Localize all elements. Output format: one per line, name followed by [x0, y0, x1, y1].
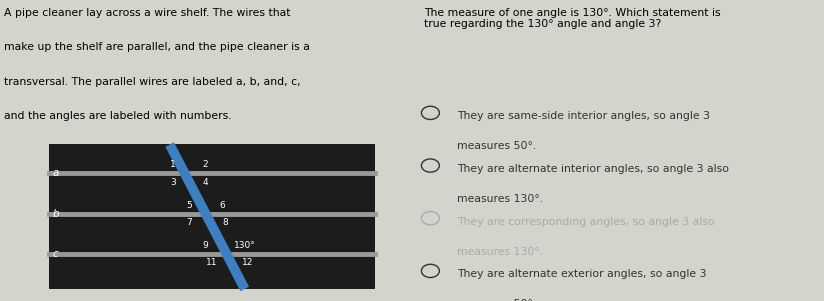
Text: A pipe cleaner lay across a wire shelf. The wires that: A pipe cleaner lay across a wire shelf. …	[4, 8, 291, 17]
Text: 9: 9	[203, 241, 208, 250]
Text: 4: 4	[203, 178, 208, 187]
Text: 3: 3	[170, 178, 176, 187]
Text: 1: 1	[170, 160, 176, 169]
Text: 2: 2	[203, 160, 208, 169]
Text: b: b	[52, 209, 59, 219]
Text: and the angles are labeled with numbers.: and the angles are labeled with numbers.	[4, 111, 232, 121]
Text: measures 130°.: measures 130°.	[456, 247, 543, 257]
Text: They are corresponding angles, so angle 3 also: They are corresponding angles, so angle …	[456, 217, 714, 227]
Text: transversal. The parallel wires are labeled a, b, and, c,: transversal. The parallel wires are labe…	[4, 77, 301, 87]
Text: 7: 7	[186, 218, 192, 227]
Text: measures 50°.: measures 50°.	[456, 141, 536, 151]
Text: c: c	[52, 249, 58, 259]
Text: They are alternate exterior angles, so angle 3: They are alternate exterior angles, so a…	[456, 269, 706, 279]
Text: make up the shelf are parallel, and the pipe cleaner is a: make up the shelf are parallel, and the …	[4, 42, 310, 52]
Bar	[49, 144, 375, 289]
Text: measures 50°.: measures 50°.	[456, 299, 536, 301]
Text: 11: 11	[206, 259, 218, 268]
Text: a: a	[52, 168, 59, 178]
Text: 8: 8	[222, 218, 228, 227]
Text: The measure of one angle is 130°. Which statement is
true regarding the 130° ang: The measure of one angle is 130°. Which …	[424, 8, 721, 29]
Text: 12: 12	[242, 259, 254, 268]
Text: They are alternate interior angles, so angle 3 also: They are alternate interior angles, so a…	[456, 164, 729, 174]
Text: 6: 6	[219, 201, 225, 210]
Text: 5: 5	[186, 201, 192, 210]
Text: 130°: 130°	[234, 241, 255, 250]
Text: measures 130°.: measures 130°.	[456, 194, 543, 204]
Text: They are same-side interior angles, so angle 3: They are same-side interior angles, so a…	[456, 111, 710, 121]
